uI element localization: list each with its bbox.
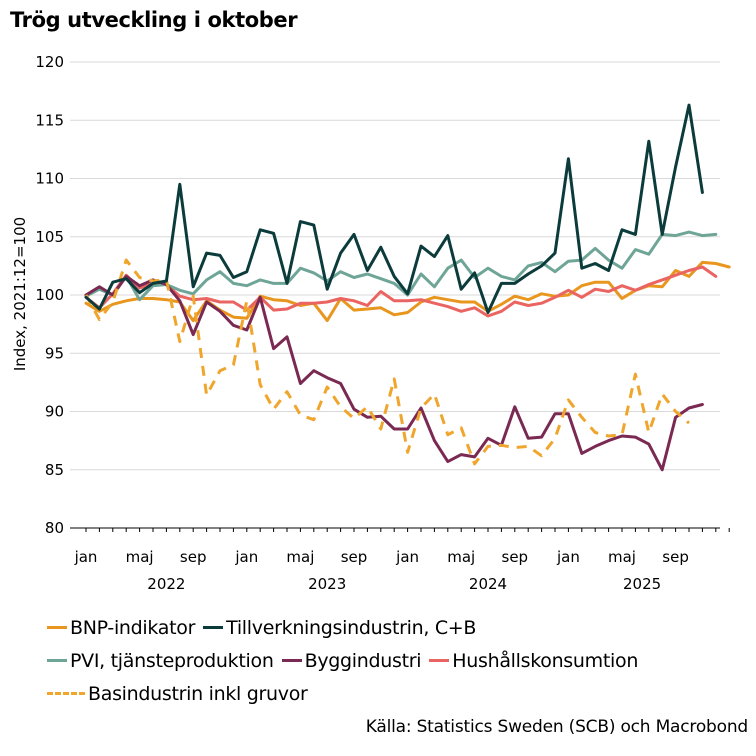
x-tick-label: maj — [286, 548, 314, 566]
y-tick-label: 95 — [45, 344, 64, 362]
x-tick-label: sep — [341, 548, 368, 566]
legend-item: Byggindustri — [281, 645, 422, 678]
x-year-label: 2024 — [469, 575, 507, 593]
y-axis-label: Index, 2021:12=100 — [11, 217, 29, 371]
source-note: Källa: Statistics Sweden (SCB) och Macro… — [365, 717, 748, 737]
legend-swatch — [47, 692, 85, 695]
y-tick-label: 80 — [45, 519, 64, 537]
x-tick-label: sep — [502, 548, 529, 566]
x-tick-label: maj — [447, 548, 475, 566]
legend-swatch — [47, 659, 67, 662]
legend-item: PVI, tjänsteproduktion — [47, 645, 274, 678]
y-tick-label: 90 — [45, 403, 64, 421]
x-tick-label: jan — [234, 548, 258, 566]
x-tick-label: jan — [556, 548, 580, 566]
y-tick-label: 110 — [35, 170, 64, 188]
y-tick-label: 100 — [35, 286, 64, 304]
legend-item: Basindustrin inkl gruvor — [47, 678, 308, 711]
y-tick-label: 120 — [35, 53, 64, 71]
x-tick-label: jan — [395, 548, 419, 566]
x-tick-label: jan — [74, 548, 98, 566]
gridlines — [70, 61, 720, 529]
x-tick-label: maj — [608, 548, 636, 566]
legend-swatch — [281, 659, 302, 662]
legend: BNP-indikator Tillverkningsindustrin, C+B… — [47, 612, 752, 711]
y-tick-label: 105 — [35, 228, 64, 246]
series-lines — [84, 103, 731, 472]
y-tick-label: 115 — [35, 111, 64, 129]
x-year-label: 2022 — [147, 575, 185, 593]
x-tick-label: sep — [180, 548, 207, 566]
legend-swatch — [203, 626, 224, 629]
legend-label: BNP-indikator — [70, 617, 196, 639]
legend-label: Basindustrin inkl gruvor — [88, 683, 308, 705]
x-tick-label: maj — [126, 548, 154, 566]
legend-item: Hushållskonsumtion — [429, 645, 638, 678]
x-tick-label: sep — [662, 548, 689, 566]
legend-swatch — [429, 659, 450, 662]
x-year-label: 2025 — [623, 575, 661, 593]
series-line-pvi-tjansteproduktion — [84, 230, 718, 302]
x-year-label: 2023 — [308, 575, 346, 593]
y-tick-label: 85 — [45, 461, 64, 479]
legend-swatch — [47, 626, 67, 629]
x-axis: jan maj sep jan maj sep jan maj sep jan maj sep 2022… — [70, 527, 730, 593]
line-chart: 80 85 90 95 100 105 110 115 120 jan maj sep jan maj s… — [11, 53, 731, 593]
series-line-bnp-indikator — [84, 260, 731, 323]
legend-row: PVI, tjänsteproduktion Byggindustri Hushål… — [47, 645, 752, 678]
legend-row: Basindustrin inkl gruvor — [47, 678, 752, 711]
legend-item: Tillverkningsindustrin, C+B — [203, 612, 476, 645]
series-line-tillverkningsindustrin-c-b — [84, 103, 704, 314]
legend-label: PVI, tjänsteproduktion — [70, 650, 274, 672]
legend-label: Byggindustri — [304, 650, 422, 672]
chart-title: Trög utveckling i oktober — [10, 8, 298, 32]
legend-row: BNP-indikator Tillverkningsindustrin, C+B — [47, 612, 752, 645]
legend-item: BNP-indikator — [47, 612, 195, 645]
series-line-byggindustri — [84, 274, 704, 472]
y-axis-ticks: 80 85 90 95 100 105 110 115 120 — [35, 53, 64, 537]
series-line-hushallskonsumtion — [84, 265, 718, 318]
legend-label: Hushållskonsumtion — [452, 650, 639, 672]
legend-label: Tillverkningsindustrin, C+B — [226, 617, 477, 639]
